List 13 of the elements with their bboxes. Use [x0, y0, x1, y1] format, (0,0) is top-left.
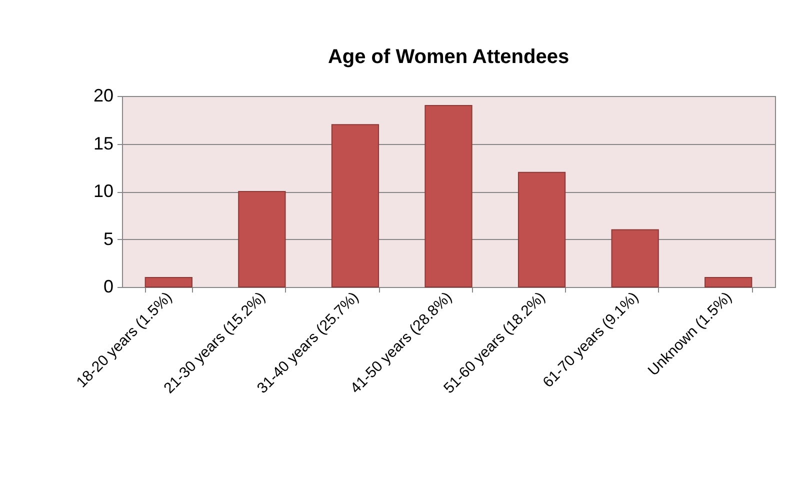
bar	[611, 229, 659, 288]
y-tick-label: 15	[93, 133, 114, 154]
y-tick-label: 20	[93, 86, 114, 106]
bar	[144, 276, 192, 288]
chart-title: Age of Women Attendees	[328, 46, 570, 68]
bar	[331, 124, 380, 288]
bar	[238, 191, 286, 288]
bar	[518, 172, 566, 288]
y-tick-label: 5	[103, 228, 114, 249]
bar	[424, 105, 472, 288]
y-tick-label: 10	[93, 181, 114, 201]
bar	[704, 276, 752, 288]
y-tick-label: 0	[103, 276, 114, 296]
